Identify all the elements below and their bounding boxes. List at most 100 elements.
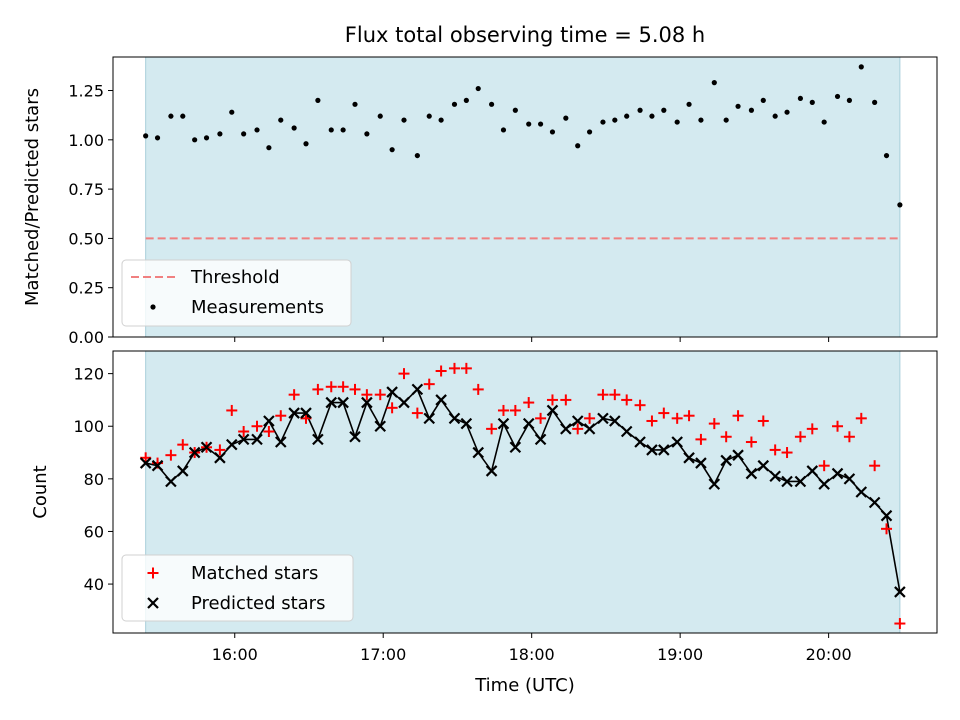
top-axes-ratio: 0.00 0.25 0.50 0.75 1.00 1.25 Matched/Predict… xyxy=(22,56,938,347)
matched-star-point xyxy=(497,404,509,416)
top-y-axis-label: Matched/Predicted stars xyxy=(22,88,43,306)
predicted-star-point xyxy=(165,475,177,488)
bottom-x-ticks: 16:00 17:00 18:00 19:00 20:00 xyxy=(212,633,852,664)
measurement-point xyxy=(154,135,161,141)
measurement-point xyxy=(872,99,878,105)
matched-star-point xyxy=(263,425,275,437)
matched-star-point xyxy=(869,460,881,472)
x-tick-label: 19:00 xyxy=(657,645,703,664)
measurement-point xyxy=(438,117,444,123)
predicted-star-point xyxy=(448,412,461,425)
bottom-legend: Matched stars Predicted stars xyxy=(121,554,354,622)
predicted-star-point xyxy=(571,415,584,427)
matched-star-point xyxy=(546,394,558,406)
matched-star-point xyxy=(732,410,744,422)
matched-star-point xyxy=(398,368,410,380)
measurement-point xyxy=(377,113,383,119)
matched-star-point xyxy=(312,383,324,395)
predicted-star-point xyxy=(139,457,152,469)
y-tick-label: 1.00 xyxy=(68,131,104,150)
matched-star-point xyxy=(386,402,398,414)
predicted-star-point xyxy=(485,465,498,477)
matched-legend-label: Matched stars xyxy=(191,563,318,584)
measurement-point xyxy=(537,121,544,127)
measurement-point xyxy=(180,113,186,119)
measurement-point xyxy=(340,127,346,133)
predicted-star-point xyxy=(757,459,770,472)
predicted-star-point xyxy=(646,444,658,456)
measurements-legend-label: Measurements xyxy=(191,297,324,318)
predicted-star-point xyxy=(237,433,250,446)
matched-star-point xyxy=(509,404,521,416)
predicted-star-point xyxy=(683,452,695,464)
x-tick-label: 16:00 xyxy=(212,645,258,664)
predicted-star-point xyxy=(151,459,164,472)
predicted-star-point xyxy=(720,454,732,467)
measurement-point xyxy=(772,113,778,119)
matched-star-point xyxy=(165,449,177,461)
matched-star-point xyxy=(572,423,584,435)
matched-star-point xyxy=(214,444,226,456)
predicted-legend-swatch xyxy=(147,597,159,609)
top-legend: Threshold Measurements xyxy=(121,259,352,327)
predicted-star-point xyxy=(472,446,485,459)
measurement-point xyxy=(426,113,432,119)
predicted-star-point xyxy=(312,433,324,446)
measurement-point xyxy=(586,129,593,135)
measurement-point xyxy=(414,152,420,159)
measurement-point xyxy=(821,119,827,125)
predicted-star-point xyxy=(634,436,646,448)
bottom-legend-box xyxy=(121,554,354,622)
matched-star-point xyxy=(251,420,263,432)
matched-star-point xyxy=(448,362,460,374)
measurement-point xyxy=(488,101,495,107)
measurement-point xyxy=(203,135,210,141)
predicted-star-point xyxy=(200,441,213,454)
top-y-ticks: 0.00 0.25 0.50 0.75 1.00 1.25 xyxy=(68,82,113,347)
y-tick-label: 120 xyxy=(73,365,104,384)
predicted-star-point xyxy=(534,433,547,446)
matched-star-point xyxy=(597,389,609,401)
predicted-star-point xyxy=(188,446,201,459)
matched-star-point xyxy=(757,415,769,427)
top-x-ticks xyxy=(234,337,830,342)
measurement-point xyxy=(328,127,334,133)
measurement-point xyxy=(217,131,223,137)
matched-star-point xyxy=(486,423,498,435)
matched-star-point xyxy=(894,618,906,630)
matched-star-point xyxy=(745,436,757,448)
predicted-star-point xyxy=(732,449,744,461)
measurement-point xyxy=(897,202,903,208)
measurement-point xyxy=(760,97,766,103)
bottom-axes-frame xyxy=(112,350,938,634)
predicted-star-point xyxy=(374,420,387,433)
predicted-star-point xyxy=(894,586,906,598)
matched-star-point xyxy=(671,412,683,424)
measurement-point xyxy=(637,107,643,113)
matched-star-point xyxy=(621,394,633,406)
measurement-point xyxy=(143,133,149,139)
predicted-star-point xyxy=(708,478,721,490)
matched-star-point xyxy=(720,431,732,443)
matched-star-point xyxy=(818,460,830,472)
bottom-y-ticks: 40 60 80 100 120 xyxy=(73,365,113,594)
matched-star-point xyxy=(238,425,250,437)
predicted-star-point xyxy=(288,407,300,419)
predicted-star-point xyxy=(695,457,707,469)
predicted-star-point xyxy=(769,470,781,482)
measurement-point xyxy=(846,97,853,103)
matched-star-point xyxy=(460,362,472,374)
measurements-legend-swatch xyxy=(150,304,156,310)
measurement-point xyxy=(389,147,395,153)
matched-star-point xyxy=(337,381,349,393)
predicted-star-point xyxy=(386,386,398,398)
predicted-star-point xyxy=(509,441,522,454)
matched-stars-series xyxy=(140,362,906,630)
x-axis-label: Time (UTC) xyxy=(474,675,575,696)
predicted-star-point xyxy=(214,452,226,464)
matched-star-point xyxy=(708,418,720,430)
predicted-star-point xyxy=(423,412,436,425)
matched-star-point xyxy=(411,407,423,419)
predicted-star-point xyxy=(177,465,189,477)
